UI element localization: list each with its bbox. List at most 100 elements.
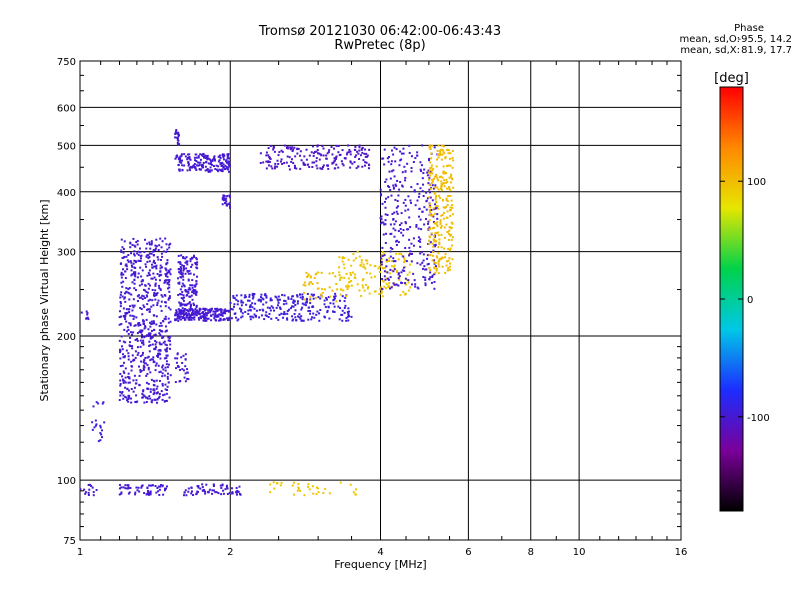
echo-point: [197, 486, 200, 489]
echo-point: [158, 324, 161, 327]
echo-point: [139, 255, 142, 258]
echo-point: [127, 260, 130, 263]
echo-point: [196, 261, 199, 264]
echo-point: [134, 338, 137, 341]
echo-point: [204, 317, 207, 320]
echo-point: [206, 156, 209, 159]
echo-point: [133, 386, 136, 389]
echo-point: [99, 432, 102, 435]
echo-point: [446, 204, 449, 207]
echo-point: [165, 268, 168, 271]
echo-point: [141, 278, 144, 281]
echo-point: [198, 318, 201, 321]
echo-point: [166, 282, 169, 285]
echo-point: [86, 313, 89, 316]
echo-point: [286, 318, 289, 321]
echo-point: [308, 154, 311, 157]
echo-point: [436, 224, 439, 227]
echo-point: [195, 311, 198, 314]
echo-point: [431, 178, 434, 181]
echo-point: [448, 188, 451, 191]
echo-point: [311, 145, 314, 148]
echo-point: [297, 486, 300, 489]
echo-point: [164, 237, 167, 240]
echo-point: [426, 197, 429, 200]
echo-point: [404, 222, 407, 225]
echo-point: [195, 290, 198, 293]
echo-point: [154, 343, 157, 346]
echo-point: [261, 297, 264, 300]
echo-point: [159, 270, 162, 273]
echo-point: [374, 265, 377, 268]
echo-point: [426, 171, 429, 174]
echo-point: [167, 306, 170, 309]
echo-point: [350, 264, 353, 267]
echo-point: [358, 289, 361, 292]
echo-point: [85, 317, 88, 320]
echo-point: [190, 318, 193, 321]
echo-point: [179, 159, 182, 162]
echo-point: [276, 165, 279, 168]
echo-point: [397, 241, 400, 244]
echo-point: [433, 146, 436, 149]
echo-point: [184, 358, 187, 361]
echo-point: [380, 194, 383, 197]
echo-point: [417, 236, 420, 239]
echo-point: [161, 485, 164, 488]
echo-point: [252, 293, 255, 296]
echo-point: [225, 486, 228, 489]
echo-point: [201, 154, 204, 157]
echo-point: [225, 484, 228, 487]
echo-point: [146, 364, 149, 367]
echo-point: [214, 307, 217, 310]
echo-point: [312, 297, 315, 300]
echo-point: [131, 265, 134, 268]
echo-point: [389, 177, 392, 180]
echo-point: [423, 168, 426, 171]
echo-point: [183, 376, 186, 379]
echo-point: [446, 148, 449, 151]
echo-point: [432, 245, 435, 248]
echo-point: [127, 328, 130, 331]
echo-point: [147, 366, 150, 369]
echo-point: [307, 273, 310, 276]
echo-point: [123, 255, 126, 258]
echo-point: [224, 308, 227, 311]
echo-point: [309, 275, 312, 278]
echo-point: [154, 289, 157, 292]
echo-point: [155, 341, 158, 344]
echo-point: [380, 257, 383, 260]
echo-point: [339, 276, 342, 279]
echo-point: [429, 196, 432, 199]
echo-point: [450, 233, 453, 236]
echo-point: [383, 275, 386, 278]
echo-point: [383, 270, 386, 273]
echo-point: [299, 317, 302, 320]
echo-point: [99, 424, 102, 427]
echo-point: [87, 483, 90, 486]
echo-point: [233, 303, 236, 306]
echo-point: [290, 158, 293, 161]
echo-point: [399, 181, 402, 184]
echo-point: [179, 288, 182, 291]
echo-point: [125, 320, 128, 323]
echo-point: [403, 165, 406, 168]
echo-point: [432, 215, 435, 218]
echo-point: [364, 259, 367, 262]
echo-point: [430, 209, 433, 212]
echo-point: [437, 179, 440, 182]
colorbar-tick-label: 100: [747, 177, 766, 188]
echo-point: [186, 371, 189, 374]
echo-point: [124, 484, 127, 487]
echo-point: [380, 292, 383, 295]
echo-point: [195, 293, 198, 296]
echo-point: [219, 157, 222, 160]
echo-point: [349, 150, 352, 153]
echo-point: [188, 315, 191, 318]
echo-point: [130, 264, 133, 267]
echo-point: [383, 285, 386, 288]
echo-point: [145, 290, 148, 293]
echo-point: [431, 199, 434, 202]
echo-point: [401, 269, 404, 272]
echo-point: [434, 203, 437, 206]
